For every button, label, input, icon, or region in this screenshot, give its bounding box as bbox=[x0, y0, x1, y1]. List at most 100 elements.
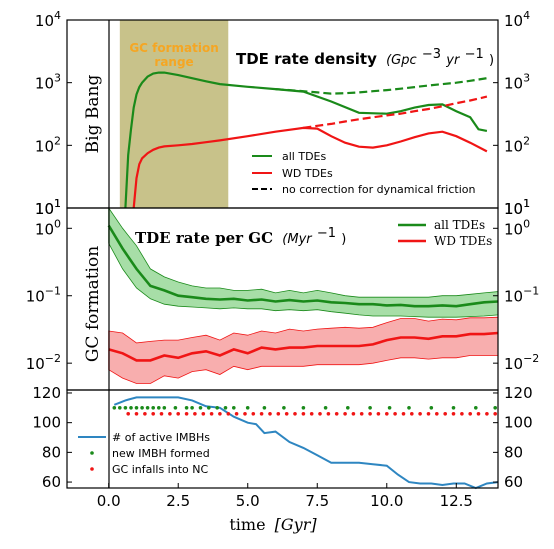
top-y-ticks: 101 101 102 102 103 103 104 104 bbox=[35, 9, 530, 218]
bottom-dot-2-36 bbox=[426, 412, 431, 416]
bottom-dot-2-34 bbox=[410, 412, 414, 416]
legend2-label-wd: WD TDEs bbox=[434, 234, 492, 248]
bottom-dot-1-8 bbox=[157, 406, 161, 410]
top-ytick-label-2-1: 103 bbox=[504, 72, 530, 93]
bottom-dot-1-5 bbox=[140, 406, 144, 410]
panel-bottom: 60 60 80 80 100 100 120 120 0.0 2.5 5.0 7.5 10.0 12.… bbox=[32, 384, 532, 534]
bottom-dot-2-27 bbox=[351, 412, 356, 416]
bottom-dot-1-29 bbox=[474, 406, 478, 410]
xtick-label-3: 7.5 bbox=[305, 492, 329, 510]
middle-ytick-label-0-0: 10−2 bbox=[26, 352, 61, 373]
bottom-ytick-label-right-3: 120 bbox=[504, 384, 533, 402]
bottom-dot-1-1 bbox=[118, 406, 122, 410]
panel-top: GC formation range 101 101 102 102 103 103 104… bbox=[35, 9, 530, 218]
bottom-dot-2-40 bbox=[460, 412, 464, 416]
bottom-dot-2-23 bbox=[318, 412, 322, 416]
legend-label-nocorr: no correction for dynamical friction bbox=[282, 183, 476, 196]
x-axis-ticks: 0.0 2.5 5.0 7.5 10.0 12.5 bbox=[97, 483, 473, 510]
middle-title-unit: (Myr bbox=[282, 232, 313, 247]
middle-ytick-label-3-0: 101 bbox=[35, 197, 61, 218]
middle-ytick-label-1-0: 10−1 bbox=[26, 285, 61, 306]
top-series bbox=[124, 71, 488, 209]
bottom-dot-2-26 bbox=[343, 412, 347, 416]
bottom-dot-2-9 bbox=[201, 412, 206, 416]
bottom-series bbox=[112, 396, 499, 490]
top-ytick-label-1-1: 102 bbox=[504, 134, 530, 155]
bottom-dot-1-25 bbox=[387, 406, 392, 410]
middle-ytick-label-3-1: 101 bbox=[504, 197, 530, 218]
bottom-ytick-label-left-0: 60 bbox=[42, 473, 61, 491]
bottom-dot-1-20 bbox=[282, 406, 286, 410]
bottom-dot-1-23 bbox=[346, 406, 350, 410]
bottom-dot-2-19 bbox=[284, 412, 289, 416]
top-title-unit: (Gpc bbox=[386, 53, 417, 68]
middle-title: TDE rate per GC (Myr −1 ) bbox=[135, 223, 346, 247]
bottom-dot-1-14 bbox=[207, 406, 211, 410]
top-series-line-1 bbox=[275, 77, 488, 95]
bottom-dot-1-16 bbox=[223, 406, 228, 410]
bottom-dot-2-18 bbox=[276, 412, 281, 416]
xtick-label-0: 0.0 bbox=[97, 492, 121, 510]
bottom-dot-1-0 bbox=[112, 406, 117, 410]
bottom-series-line-0 bbox=[113, 396, 499, 490]
bottom-dot-2-6 bbox=[176, 412, 180, 416]
gc-formation-label: GC formation bbox=[129, 41, 218, 55]
bottom-dot-2-29 bbox=[368, 412, 372, 416]
x-axis-label-text: time bbox=[229, 515, 265, 534]
bottom-dot-2-7 bbox=[184, 412, 189, 416]
bottom-dot-2-17 bbox=[268, 412, 272, 416]
top-ytick-label-1-0: 102 bbox=[35, 134, 61, 155]
bottom-dot-1-28 bbox=[451, 406, 456, 410]
bottom-dot-2-14 bbox=[243, 412, 247, 416]
bottom-dot-2-15 bbox=[251, 412, 256, 416]
bottom-dot-1-26 bbox=[407, 406, 411, 410]
top-ytick-label-2-0: 103 bbox=[35, 72, 61, 93]
middle-series-line-0 bbox=[107, 224, 499, 308]
bottom-ytick-label-left-3: 120 bbox=[32, 384, 61, 402]
bottom-dot-1-2 bbox=[123, 406, 128, 410]
top-title-unit-end: ) bbox=[489, 53, 494, 68]
bottom-dot-2-2 bbox=[143, 412, 147, 416]
xtick-label-5: 12.5 bbox=[440, 492, 473, 510]
bottom-dot-2-5 bbox=[168, 412, 172, 416]
top-ytick-label-0-0: 101 bbox=[35, 197, 61, 218]
bottom-dot-2-32 bbox=[393, 412, 397, 416]
bottom-dot-2-30 bbox=[376, 412, 381, 416]
bottom-dot-2-25 bbox=[334, 412, 339, 416]
top-ytick-label-3-0: 104 bbox=[35, 9, 61, 30]
legend3-label-new: new IMBH formed bbox=[112, 447, 210, 460]
bottom-dot-2-44 bbox=[493, 412, 498, 416]
bottom-dot-1-6 bbox=[145, 406, 150, 410]
top-series-line-2 bbox=[132, 126, 488, 209]
xtick-label-2: 5.0 bbox=[236, 492, 260, 510]
bottom-dot-1-30 bbox=[493, 406, 498, 410]
bottom-dot-1-18 bbox=[245, 406, 250, 410]
bottom-frame bbox=[66, 389, 499, 489]
x-axis-label: time [Gyr] bbox=[229, 515, 317, 534]
bottom-legend: # of active IMBHs new IMBH formed GC inf… bbox=[78, 431, 210, 476]
middle-series bbox=[107, 224, 499, 362]
legend-label-all: all TDEs bbox=[282, 150, 326, 163]
bottom-dot-2-3 bbox=[151, 412, 155, 416]
bottom-dot-1-27 bbox=[429, 406, 434, 410]
bottom-dot-2-39 bbox=[451, 412, 456, 416]
bottom-dot-1-15 bbox=[215, 406, 219, 410]
bottom-dot-2-24 bbox=[326, 412, 331, 416]
middle-ytick-label-1-1: 10−1 bbox=[504, 285, 539, 306]
legend3-label-gc: GC infalls into NC bbox=[112, 463, 208, 476]
bottom-dot-1-17 bbox=[232, 406, 236, 410]
middle-title-unit-end: ) bbox=[341, 232, 346, 247]
bottom-dot-1-7 bbox=[151, 406, 155, 410]
middle-title-unit-exp: −1 bbox=[317, 226, 336, 241]
xtick-label-4: 10.0 bbox=[370, 492, 403, 510]
bottom-dot-2-31 bbox=[385, 412, 389, 416]
bottom-dot-2-12 bbox=[226, 412, 231, 416]
bottom-dot-1-13 bbox=[198, 406, 203, 410]
bottom-dot-2-1 bbox=[134, 412, 139, 416]
top-title: TDE rate density (Gpc −3 yr −1 ) bbox=[236, 44, 494, 68]
middle-band-1 bbox=[108, 316, 499, 384]
bottom-ytick-label-right-0: 60 bbox=[504, 473, 523, 491]
bottom-dot-2-37 bbox=[435, 412, 439, 416]
